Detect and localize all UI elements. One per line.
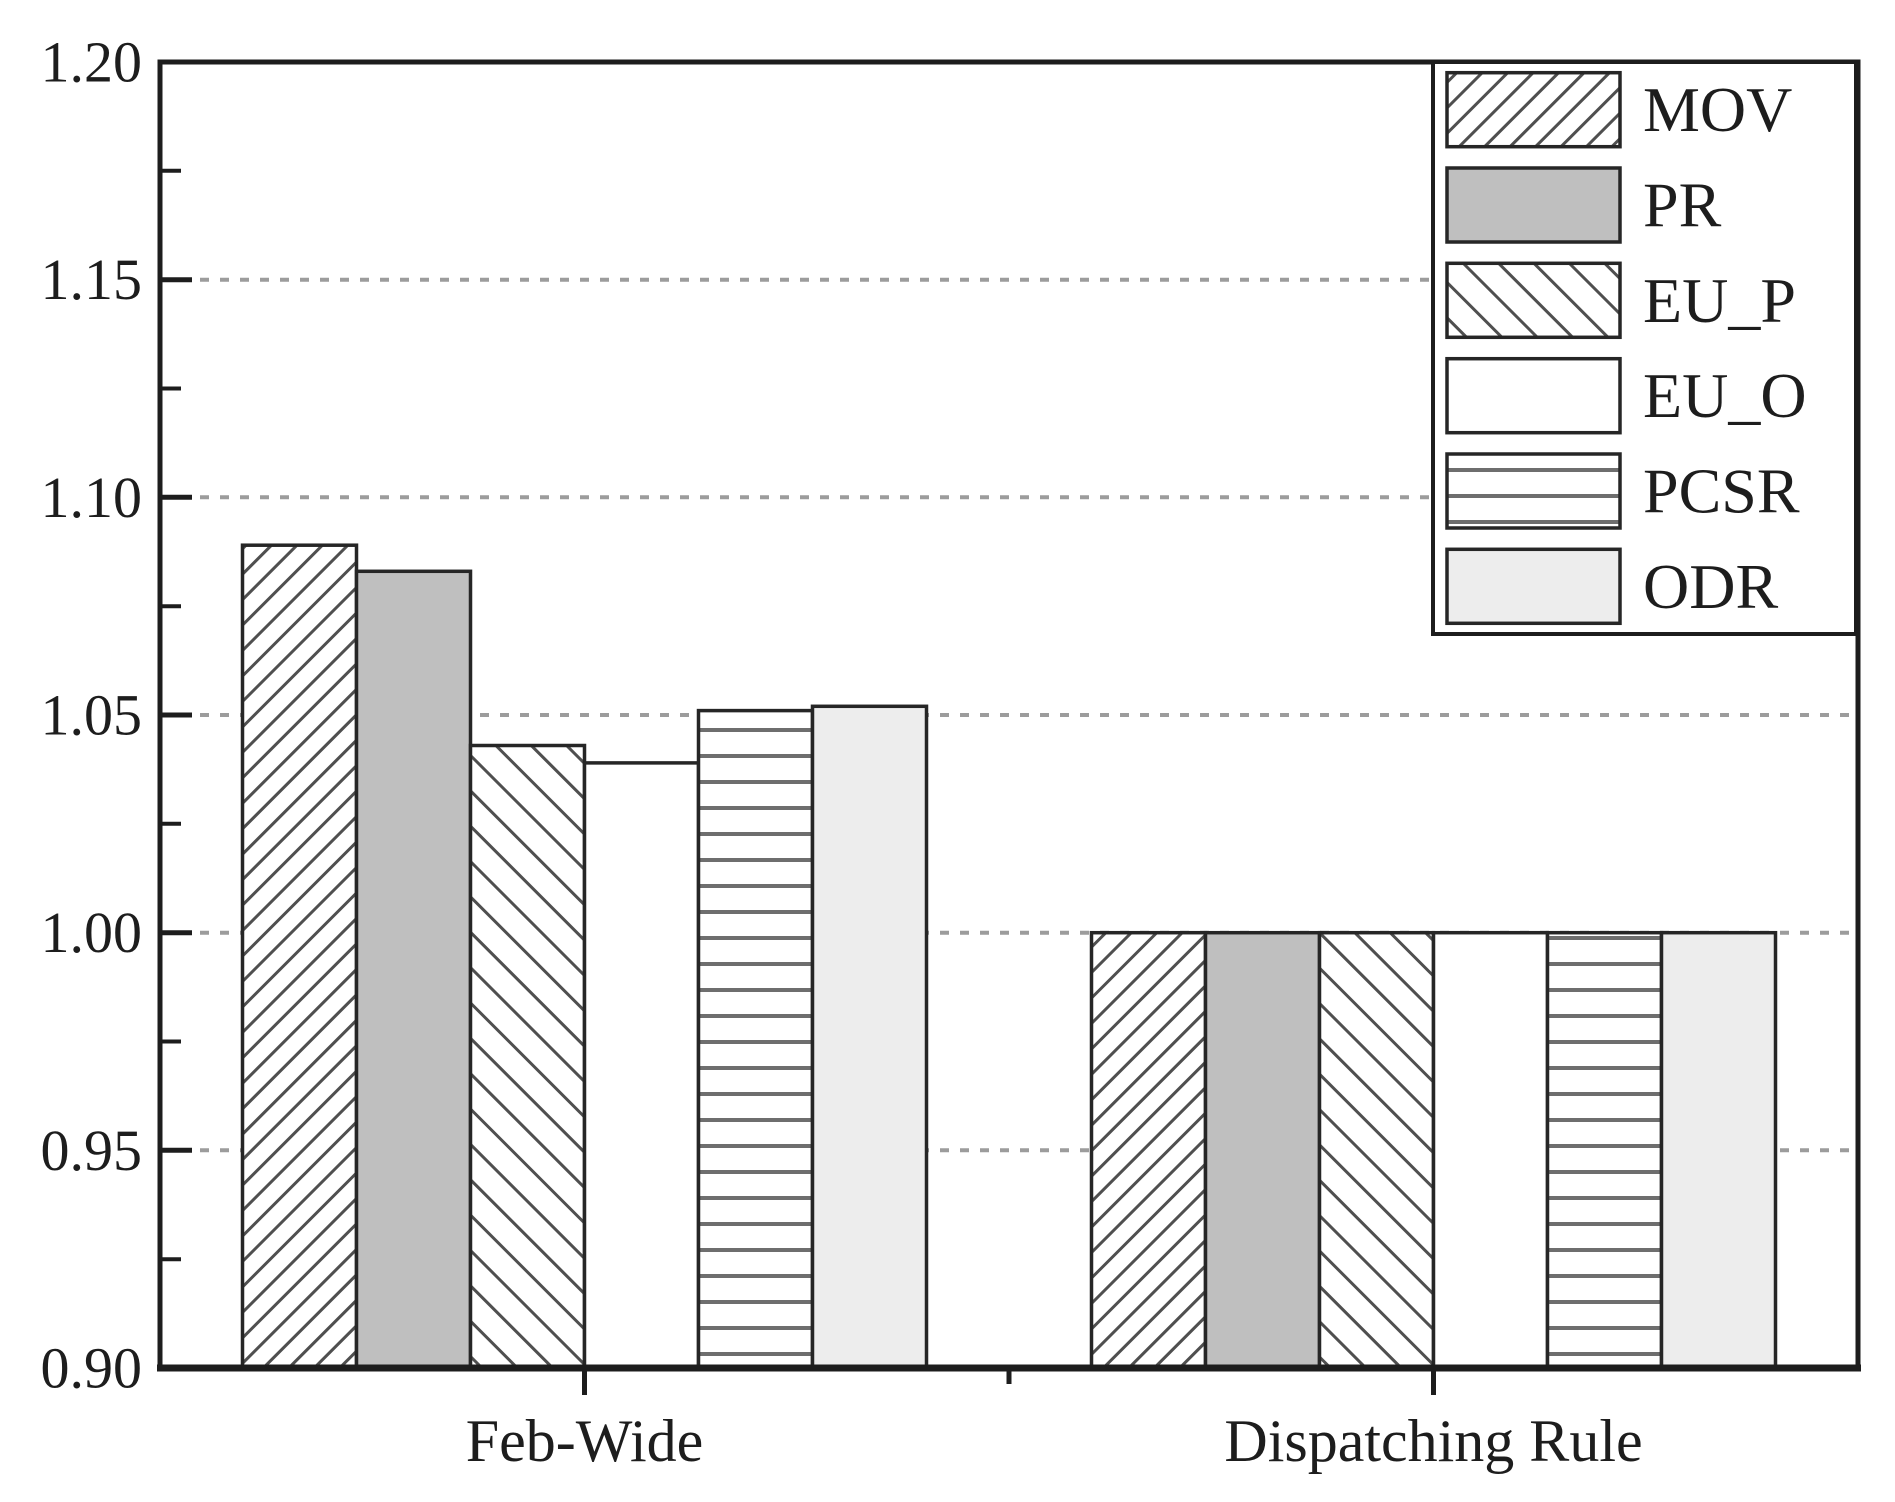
y-tick-label: 0.90: [41, 1336, 143, 1401]
bar-eu-o-feb-wide: [582, 761, 701, 1370]
legend-swatch-pcsr: [1445, 452, 1622, 530]
legend: MOV PR EU_P EU_O PCSR ODR: [1431, 60, 1858, 636]
y-tick-label: 1.00: [41, 900, 143, 965]
legend-item-eu-p: EU_P: [1445, 261, 1796, 340]
legend-item-mov: MOV: [1445, 70, 1792, 149]
y-tick-label: 1.15: [41, 247, 143, 312]
legend-swatch-mov: [1445, 70, 1622, 149]
bar-pr-feb-wide: [354, 569, 473, 1370]
bar-pr-dispatching-rule: [1203, 930, 1322, 1370]
bar-odr-feb-wide: [810, 704, 929, 1370]
category-label-dispatching-rule: Dispatching Rule: [1224, 1408, 1642, 1474]
category-label-feb-wide: Feb-Wide: [466, 1408, 704, 1474]
bar-odr-dispatching-rule: [1659, 930, 1778, 1370]
bar-eu-p-dispatching-rule: [1317, 930, 1436, 1370]
legend-label-eu-p: EU_P: [1643, 265, 1796, 336]
bar-eu-o-dispatching-rule: [1431, 930, 1550, 1370]
bar-mov-feb-wide: [240, 543, 359, 1370]
legend-swatch-odr: [1445, 547, 1622, 626]
legend-item-odr: ODR: [1445, 547, 1778, 626]
legend-swatch-eu-p: [1445, 261, 1622, 340]
legend-label-pcsr: PCSR: [1643, 456, 1800, 527]
y-tick-label: 1.20: [41, 30, 143, 95]
bar-pcsr-dispatching-rule: [1545, 930, 1664, 1370]
legend-label-eu-o: EU_O: [1643, 360, 1807, 431]
legend-item-pcsr: PCSR: [1445, 452, 1800, 530]
bar-pcsr-feb-wide: [696, 708, 815, 1370]
legend-box: [1431, 60, 1858, 636]
legend-label-odr: ODR: [1643, 551, 1778, 622]
legend-swatch-pr: [1445, 166, 1622, 244]
y-tick-label: 1.05: [41, 683, 143, 748]
legend-swatch-eu-o: [1445, 356, 1622, 435]
y-tick-label: 1.10: [41, 465, 143, 530]
legend-label-mov: MOV: [1643, 74, 1792, 145]
legend-item-pr: PR: [1445, 166, 1722, 244]
bar-eu-p-feb-wide: [468, 743, 587, 1370]
y-tick-label: 0.95: [41, 1118, 143, 1183]
legend-label-pr: PR: [1643, 170, 1722, 241]
bar-mov-dispatching-rule: [1089, 930, 1208, 1370]
legend-item-eu-o: EU_O: [1445, 356, 1807, 435]
